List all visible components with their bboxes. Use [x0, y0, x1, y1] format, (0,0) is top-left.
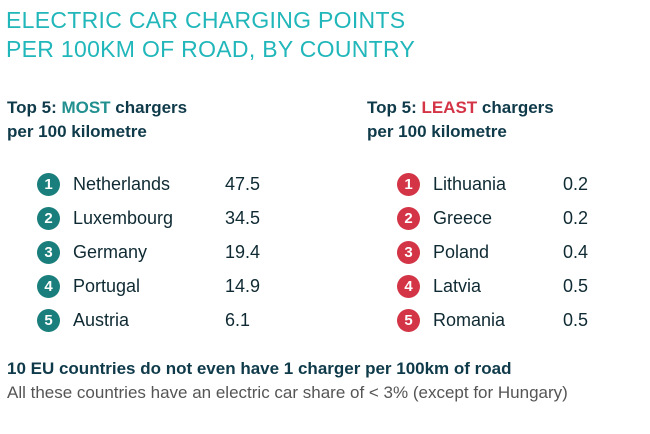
title-line-2: PER 100KM OF ROAD, BY COUNTRY [6, 36, 416, 62]
page-title: ELECTRIC CAR CHARGING POINTS PER 100KM O… [6, 6, 415, 64]
rank-badge: 2 [37, 206, 60, 230]
rank-badge: 1 [37, 172, 60, 196]
list-item: 5 Romania 0.5 [397, 303, 650, 337]
charger-value: 47.5 [225, 173, 261, 194]
heading-emphasis-most: MOST [61, 98, 111, 117]
list-item: 4 Latvia 0.5 [397, 269, 650, 303]
title-line-1: ELECTRIC CAR CHARGING POINTS [6, 7, 406, 33]
charger-value: 0.5 [563, 309, 589, 330]
charger-value: 14.9 [225, 275, 261, 296]
list-item: 4 Portugal 14.9 [37, 269, 307, 303]
charger-value: 0.4 [563, 241, 589, 262]
country-name: Austria [73, 309, 130, 330]
heading-suffix: chargers [110, 98, 188, 117]
country-name: Romania [433, 309, 506, 330]
country-name: Poland [433, 241, 490, 262]
heading-suffix: chargers [477, 98, 554, 117]
most-chargers-list: 1 Netherlands 47.5 2 Luxembourg 34.5 3 G… [37, 167, 307, 337]
footer-note: All these countries have an electric car… [7, 383, 568, 402]
rank-badge: 3 [37, 240, 60, 264]
list-item: 1 Lithuania 0.2 [397, 167, 650, 201]
rank-badge: 5 [37, 308, 60, 332]
list-item: 3 Germany 19.4 [37, 235, 307, 269]
least-chargers-list: 1 Lithuania 0.2 2 Greece 0.2 3 Poland 0.… [397, 167, 650, 337]
heading-line-2: per 100 kilometre [7, 122, 147, 141]
list-item: 3 Poland 0.4 [397, 235, 650, 269]
rank-badge: 4 [397, 274, 420, 298]
list-item: 2 Greece 0.2 [397, 201, 650, 235]
charger-value: 0.2 [563, 207, 589, 228]
heading-line-2: per 100 kilometre [367, 122, 507, 141]
rank-badge: 2 [397, 206, 420, 230]
least-chargers-section: Top 5: LEAST chargers per 100 kilometre … [367, 96, 650, 337]
heading-prefix: Top 5: [7, 98, 62, 117]
footer-headline: 10 EU countries do not even have 1 charg… [7, 359, 512, 378]
rank-badge: 4 [37, 274, 60, 298]
country-name: Netherlands [73, 173, 171, 194]
rank-badge: 1 [397, 172, 420, 196]
country-name: Lithuania [433, 173, 507, 194]
least-chargers-heading: Top 5: LEAST chargers per 100 kilometre [367, 96, 650, 144]
charger-value: 0.2 [563, 173, 589, 194]
heading-prefix: Top 5: [367, 98, 422, 117]
country-name: Germany [73, 241, 148, 262]
list-item: 2 Luxembourg 34.5 [37, 201, 307, 235]
rank-badge: 3 [397, 240, 420, 264]
list-item: 1 Netherlands 47.5 [37, 167, 307, 201]
charger-value: 19.4 [225, 241, 261, 262]
heading-emphasis-least: LEAST [421, 98, 478, 117]
country-name: Luxembourg [73, 207, 174, 228]
country-name: Latvia [433, 275, 482, 296]
most-chargers-section: Top 5: MOST chargers per 100 kilometre 1… [7, 96, 307, 337]
charger-value: 34.5 [225, 207, 261, 228]
rank-badge: 5 [397, 308, 420, 332]
list-item: 5 Austria 6.1 [37, 303, 307, 337]
charger-value: 6.1 [225, 309, 251, 330]
most-chargers-heading: Top 5: MOST chargers per 100 kilometre [7, 96, 307, 144]
country-name: Portugal [73, 275, 141, 296]
footer: 10 EU countries do not even have 1 charg… [7, 357, 568, 405]
country-name: Greece [433, 207, 493, 228]
charger-value: 0.5 [563, 275, 589, 296]
